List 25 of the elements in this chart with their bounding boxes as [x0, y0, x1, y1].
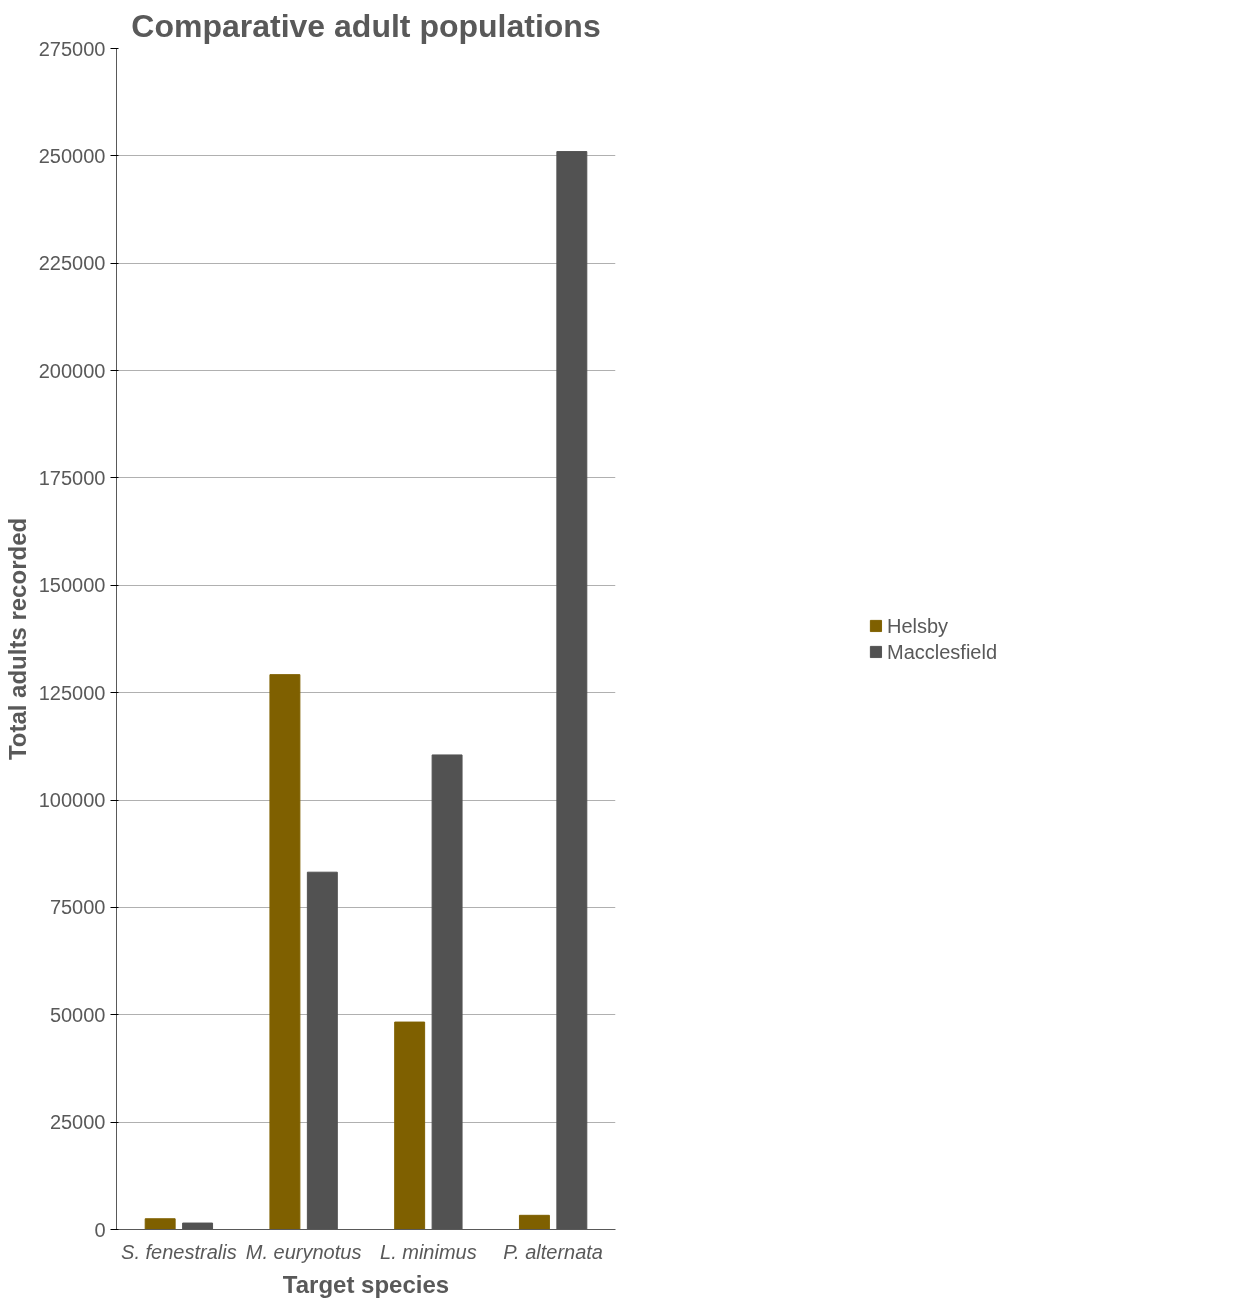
x-tick-label: P. alternata	[503, 1240, 603, 1263]
y-axis-title: Total adults recorded	[3, 517, 31, 761]
y-tick-label: 75000	[49, 896, 106, 919]
y-tick-label: 275000	[38, 37, 106, 60]
bar	[394, 1021, 426, 1230]
x-tick-label: S. fenestralis	[121, 1240, 237, 1263]
y-tick-label: 100000	[38, 789, 106, 812]
y-tick-label: 25000	[49, 1111, 106, 1134]
y-tick-label: 125000	[38, 681, 106, 704]
y-tick-label: 50000	[49, 1003, 106, 1026]
y-tick-label: 200000	[38, 359, 106, 382]
y-tick-label: 175000	[38, 466, 106, 489]
legend-label: Helsby	[886, 614, 949, 637]
bar	[269, 674, 301, 1230]
chart-title: Comparative adult populations	[131, 7, 601, 44]
x-axis-title: Target species	[282, 1270, 450, 1298]
y-tick-label: 250000	[38, 144, 106, 167]
legend-label: Macclesfield	[886, 640, 998, 663]
y-tick-label: 0	[94, 1218, 106, 1241]
x-tick-label: L. minimus	[380, 1240, 477, 1263]
y-tick-label: 150000	[38, 574, 106, 597]
x-tick-label: M. eurynotus	[245, 1240, 362, 1263]
bar	[144, 1218, 176, 1230]
y-tick-label: 225000	[38, 252, 106, 275]
bar	[518, 1214, 550, 1230]
